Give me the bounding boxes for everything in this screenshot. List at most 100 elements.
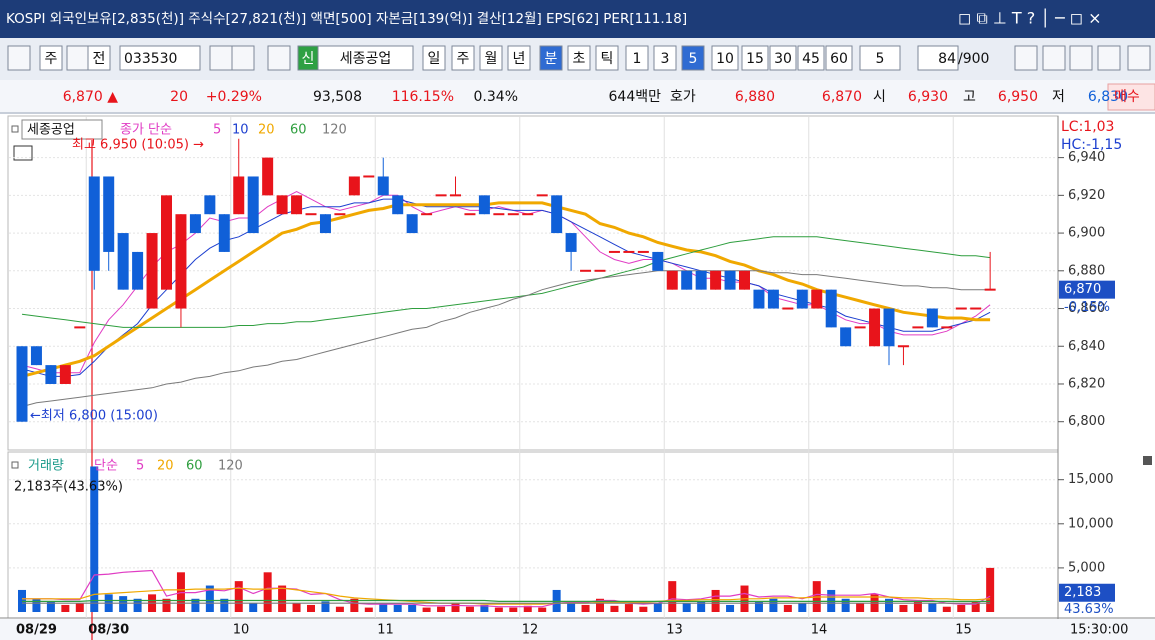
candle-body <box>753 289 765 309</box>
candle-body <box>507 213 519 216</box>
tool-icon[interactable] <box>1042 45 1066 71</box>
volume-bar <box>523 605 532 612</box>
toolbar-button[interactable] <box>625 45 649 71</box>
toolbar-button[interactable] <box>451 45 475 71</box>
volume-bar <box>596 598 604 612</box>
legend-box <box>11 461 19 469</box>
y-tick-label: 6,940 <box>1068 150 1105 165</box>
candle-body <box>955 307 967 310</box>
hc-label: HC:-1,15 <box>1061 137 1122 153</box>
quote-value: 호가 <box>670 89 696 105</box>
y-tick-label: 6,860 <box>1068 301 1105 316</box>
toolbar-button[interactable] <box>741 45 769 71</box>
candle-body <box>450 194 461 197</box>
toolbar-button[interactable] <box>87 45 111 71</box>
quote-value: 매수 <box>1114 89 1140 105</box>
volume-bar <box>234 581 243 612</box>
x-tick-label: 10 <box>233 623 250 638</box>
toolbar-button[interactable] <box>859 45 901 71</box>
volume-bar <box>971 601 980 612</box>
quote-value: 6,880 <box>735 89 775 105</box>
toolbar-button[interactable] <box>317 45 414 71</box>
toolbar-label: 월 <box>485 51 498 67</box>
candle-body <box>551 195 563 234</box>
toolbar-button[interactable] <box>595 45 619 71</box>
tool-icon[interactable] <box>209 45 233 71</box>
ma-line <box>21 270 991 408</box>
panel-icon[interactable] <box>1143 456 1152 465</box>
candle-body <box>970 307 982 310</box>
candle-body <box>536 194 548 197</box>
legend-entry: 5 <box>136 459 144 474</box>
buy-button[interactable] <box>1107 83 1155 111</box>
toolbar-button[interactable] <box>507 45 531 71</box>
quote-value: 116.15% <box>392 89 454 105</box>
toolbar-label: 60 <box>830 51 848 67</box>
legend-entry: 20 <box>258 123 275 138</box>
tool-icon[interactable] <box>231 45 255 71</box>
x-tick-label: 14 <box>811 623 828 638</box>
toolbar-label: 세종공업 <box>340 51 392 67</box>
candle-body <box>88 176 100 271</box>
volume-bar <box>610 605 619 612</box>
quote-value: 저 <box>1052 89 1065 105</box>
volume-bar <box>393 604 402 612</box>
volume-bar <box>321 601 330 612</box>
toolbar-button[interactable] <box>422 45 446 71</box>
volume-bar <box>32 598 41 612</box>
toolbar-button[interactable] <box>711 45 739 71</box>
x-tick-label: 08/30 <box>88 623 129 638</box>
tool-icon[interactable] <box>1097 45 1121 71</box>
candle-body <box>652 251 664 271</box>
candle-body <box>45 365 57 384</box>
legend-box <box>21 119 103 140</box>
volume-bar <box>682 603 691 612</box>
toolbar-button[interactable] <box>917 45 959 71</box>
tool-icon[interactable] <box>1127 45 1151 71</box>
table-icon[interactable] <box>13 145 33 161</box>
toolbar-label: 3 <box>661 51 670 67</box>
tool-icon[interactable] <box>7 45 31 71</box>
x-tick-label: 08/29 <box>16 623 57 638</box>
candle-body <box>262 157 274 196</box>
candle-body <box>637 250 649 253</box>
volume-bar <box>263 572 272 612</box>
volume-bar <box>379 603 388 612</box>
candle-body <box>103 176 115 252</box>
volume-bar <box>220 598 229 612</box>
toolbar-button[interactable] <box>567 45 591 71</box>
tool-icon[interactable] <box>1069 45 1093 71</box>
toolbar-button[interactable] <box>681 45 705 71</box>
y-tick-label: 6,880 <box>1068 263 1105 278</box>
window-icons[interactable]: ◻ ⧉ ⊥ T ? │ ─ ◻ × <box>958 8 1102 28</box>
candle-body <box>363 175 375 178</box>
title-text: KOSPI 외국인보유[2,835(천)] 주식수[27,821(천)] 액면[… <box>6 11 687 27</box>
candle-body <box>406 214 418 234</box>
volume-bar <box>885 598 893 612</box>
volume-bar <box>480 604 489 612</box>
toolbar-button[interactable] <box>825 45 853 71</box>
candle-body <box>319 214 331 234</box>
quote-value: 6,950 <box>998 89 1038 105</box>
toolbar-button[interactable] <box>797 45 825 71</box>
toolbar-label: 033530 <box>124 51 177 67</box>
candle-body <box>334 213 346 216</box>
volume-bar <box>133 598 142 612</box>
chart-name: 거래량 <box>28 459 64 474</box>
candle-body <box>218 214 230 252</box>
candle-body <box>594 269 606 272</box>
ma-line <box>22 569 991 608</box>
volume-bar <box>581 604 590 612</box>
tool-icon[interactable] <box>267 45 291 71</box>
tool-icon[interactable] <box>1014 45 1038 71</box>
toolbar-button[interactable] <box>539 45 563 71</box>
toolbar-button[interactable] <box>119 45 201 71</box>
volume-bar <box>639 606 648 612</box>
toolbar-button[interactable] <box>653 45 677 71</box>
toolbar-button[interactable] <box>769 45 797 71</box>
legend-entry: 5 <box>213 123 221 138</box>
toolbar-button[interactable] <box>39 45 63 71</box>
toolbar-button[interactable] <box>479 45 503 71</box>
chart-name: 세종공업 <box>27 123 75 138</box>
tool-icon[interactable] <box>66 45 90 71</box>
